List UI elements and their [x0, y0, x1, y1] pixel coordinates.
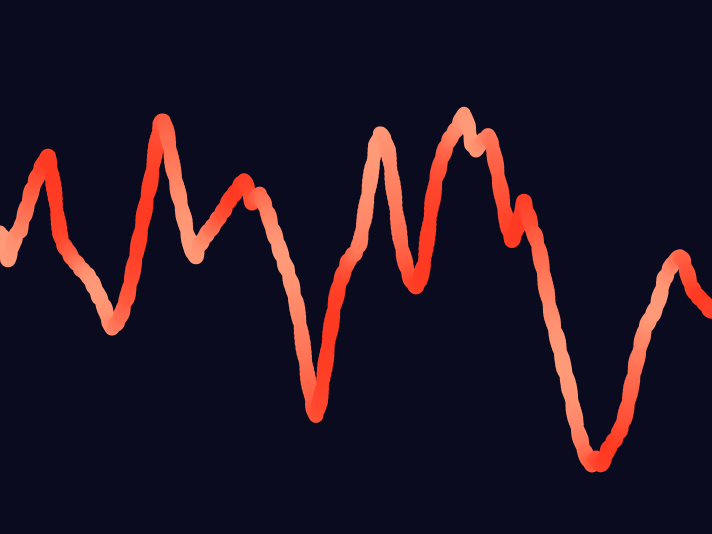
- series-points: [0, 106, 712, 473]
- data-point: [703, 303, 712, 319]
